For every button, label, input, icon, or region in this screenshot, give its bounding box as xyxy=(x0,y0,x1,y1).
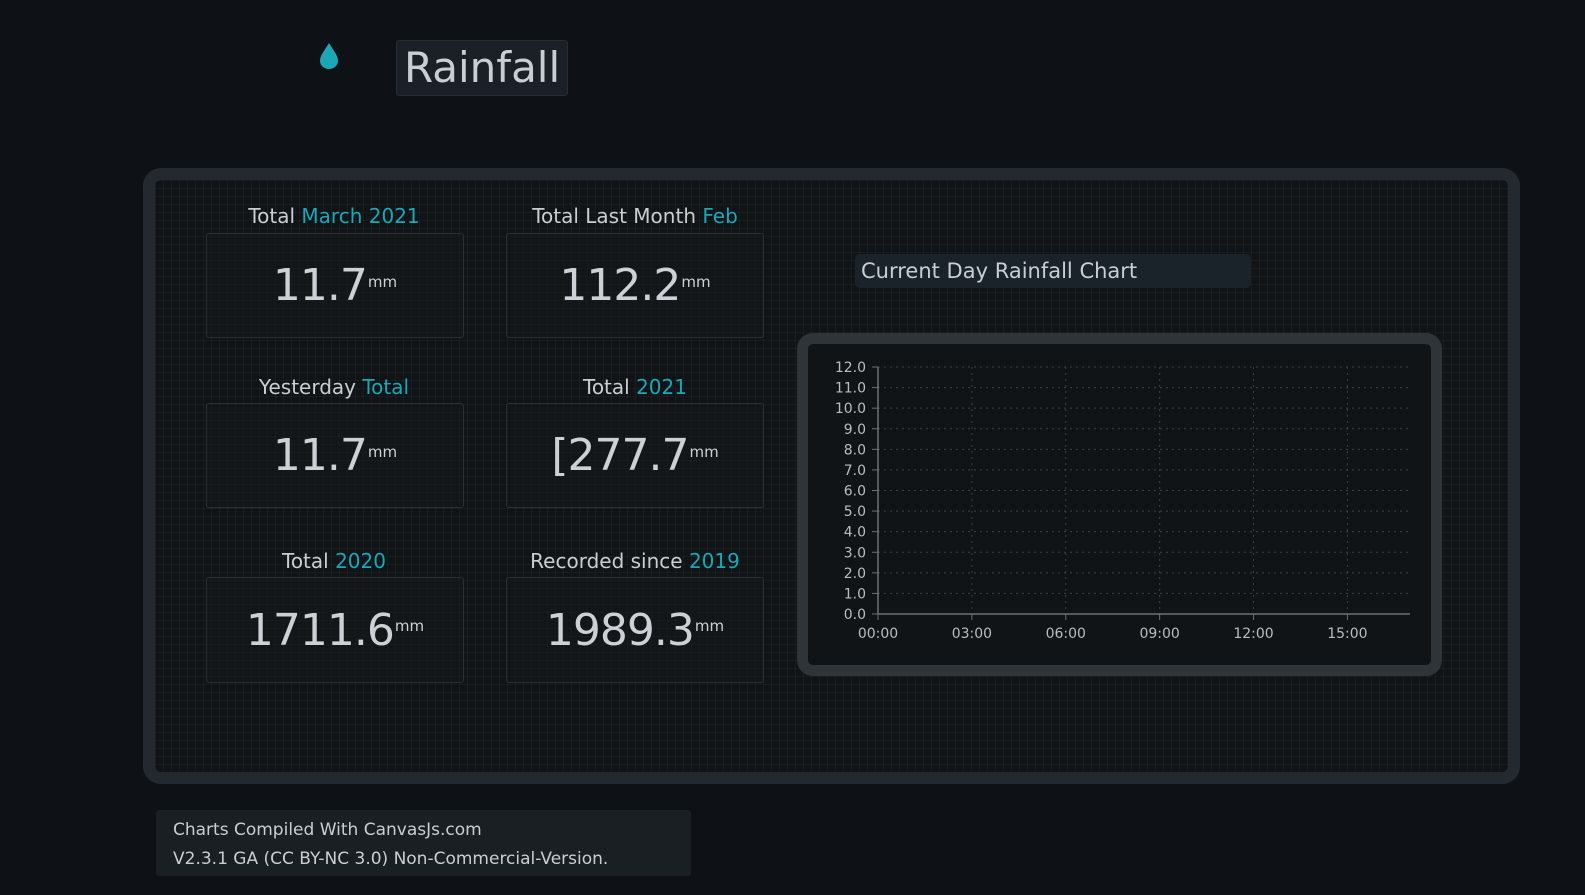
stat-label-text: Total xyxy=(583,375,630,399)
stat-label-accent: 2021 xyxy=(636,375,687,399)
credits-line-1: Charts Compiled With CanvasJs.com xyxy=(173,820,482,840)
y-tick-label: 0.0 xyxy=(844,607,866,623)
stat-label-last-month: Total Last Month Feb xyxy=(485,204,785,228)
y-tick-label: 2.0 xyxy=(844,566,866,582)
stat-value: 1711.6 xyxy=(245,604,395,656)
y-tick-label: 10.0 xyxy=(835,401,866,417)
stat-value: 1989.3 xyxy=(545,604,695,656)
y-tick-label: 4.0 xyxy=(844,525,866,541)
stat-label-accent: March 2021 xyxy=(301,204,420,228)
stat-unit: mm xyxy=(367,442,398,461)
x-tick-label: 00:00 xyxy=(858,626,898,642)
rainfall-panel: Total March 2021 11.7 mm Total Last Mont… xyxy=(143,168,1520,784)
y-tick-label: 9.0 xyxy=(844,422,866,438)
stat-value: 112.2 xyxy=(559,260,681,311)
stat-label-prev-year: Total 2020 xyxy=(184,549,484,573)
stat-label-text: Yesterday xyxy=(258,375,356,399)
y-tick-label: 8.0 xyxy=(844,442,866,458)
stat-unit: mm xyxy=(694,617,725,635)
x-tick-label: 03:00 xyxy=(952,626,992,642)
chart-frame: 0.0 1.0 2.0 3.0 4.0 5.0 6.0 7.0 8.0 9.0 10.0 11.0 12… xyxy=(797,333,1442,676)
stat-box-last-month: 112.2 mm xyxy=(506,233,764,338)
stat-box-year: [277.7 mm xyxy=(506,403,764,508)
credits-footer: Charts Compiled With CanvasJs.com V2.3.1… xyxy=(156,810,691,876)
stat-box-month: 11.7 mm xyxy=(206,233,464,338)
stat-label-text: Total xyxy=(282,549,329,573)
y-tick-label: 3.0 xyxy=(844,545,866,561)
stat-label-accent: Total xyxy=(362,375,410,399)
y-tick-label: 7.0 xyxy=(844,463,866,479)
page-title: Rainfall xyxy=(396,40,569,96)
stat-unit: mm xyxy=(689,442,719,461)
y-tick-label: 5.0 xyxy=(844,504,866,520)
stat-box-prev-year: 1711.6 mm xyxy=(206,577,464,683)
stat-label-accent: 2020 xyxy=(335,549,386,573)
stat-value: [277.7 xyxy=(551,430,689,481)
y-tick-label: 11.0 xyxy=(835,381,866,397)
stat-label-year: Total 2021 xyxy=(485,375,785,399)
x-tick-label: 09:00 xyxy=(1139,626,1179,642)
stat-label-accent: 2019 xyxy=(688,549,740,573)
stat-unit: mm xyxy=(681,272,711,291)
y-tick-label: 1.0 xyxy=(844,586,866,602)
stat-box-yesterday: 11.7 mm xyxy=(206,403,464,508)
stat-label-text: Total xyxy=(248,204,296,228)
credits-line-2: V2.3.1 GA (CC BY-NC 3.0) Non-Commercial-… xyxy=(173,849,609,869)
x-tick-label: 12:00 xyxy=(1233,626,1273,642)
stat-unit: mm xyxy=(367,272,398,291)
stat-label-text: Total Last Month xyxy=(532,204,696,228)
stat-unit: mm xyxy=(394,617,425,635)
stat-box-recorded: 1989.3 mm xyxy=(506,577,764,683)
stat-label-accent: Feb xyxy=(702,204,738,228)
stat-value: 11.7 xyxy=(272,430,368,481)
y-tick-label: 12.0 xyxy=(835,360,866,376)
stat-value: 11.7 xyxy=(272,260,368,311)
rainfall-chart: 0.0 1.0 2.0 3.0 4.0 5.0 6.0 7.0 8.0 9.0 10.0 11.0 12… xyxy=(835,360,1410,642)
y-tick-label: 6.0 xyxy=(844,484,866,500)
stat-label-text: Recorded since xyxy=(530,549,683,573)
chart-title: Current Day Rainfall Chart xyxy=(855,254,1251,288)
x-tick-label: 06:00 xyxy=(1046,626,1086,642)
stat-label-recorded: Recorded since 2019 xyxy=(485,549,785,573)
x-tick-label: 15:00 xyxy=(1327,626,1367,642)
stat-label-yesterday: Yesterday Total xyxy=(184,375,484,399)
raindrop-icon xyxy=(320,43,338,69)
stat-label-month: Total March 2021 xyxy=(184,204,484,228)
